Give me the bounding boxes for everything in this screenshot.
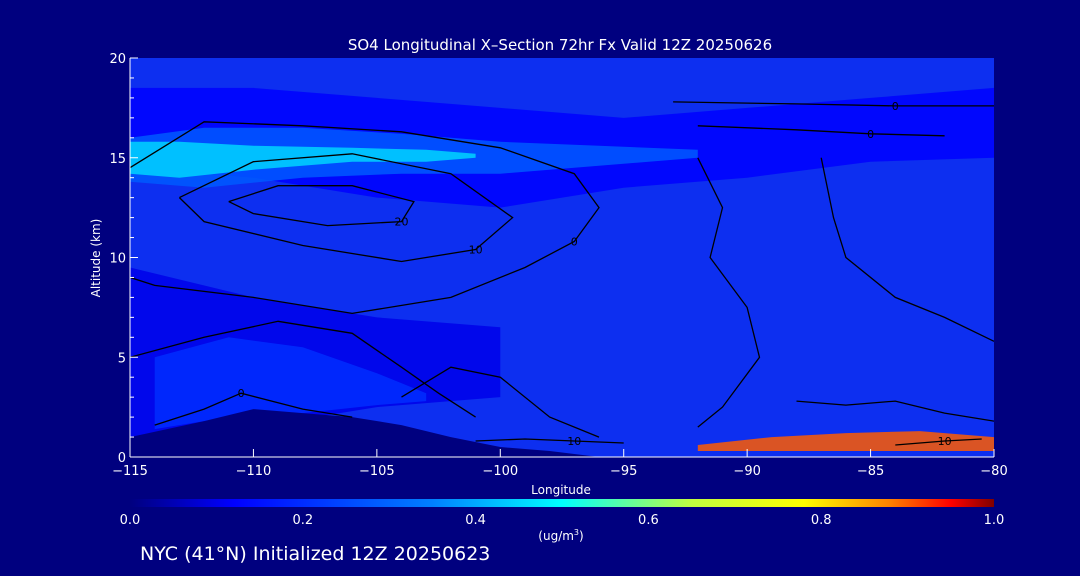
colorbar-tick-label-1: 0.2 [292,513,313,528]
concentration-band-2 [130,141,476,178]
contour-line-10 [475,438,624,444]
y-tick-label-1: 5 [118,351,126,366]
contour-label-3: 0 [892,100,899,113]
contour-lines: 20 10 0 0 0 0 10 10 [130,100,994,448]
contour-line-8 [154,392,353,426]
concentration-bands [130,87,994,457]
y-tick-label-3: 15 [109,152,126,167]
contour-line-11 [796,400,994,422]
colorbar-tick-label-5: 1.0 [984,513,1005,528]
y-tick-label-0: 0 [118,451,126,466]
x-tick-label-6: −85 [857,464,884,479]
colorbar-tick-label-4: 0.8 [811,513,832,528]
contour-label-8: 0 [238,387,245,400]
contour-line-0 [228,185,415,227]
x-axis-label: Longitude [531,483,591,497]
x-tick-label-2: −105 [359,464,395,479]
contour-label-12: 10 [938,435,952,448]
colorbar-tick-label-0: 0.0 [120,513,141,528]
x-tick-label-4: −95 [610,464,637,479]
colorbar-tick-label-3: 0.6 [638,513,659,528]
x-tick-label-7: −80 [980,464,1007,479]
contour-line-9 [401,366,600,438]
contour-line-4 [697,125,945,137]
contour-line-12 [895,438,982,446]
x-tick-label-3: −100 [482,464,518,479]
colorbar-tick-label-2: 0.4 [465,513,486,528]
concentration-band-4 [154,337,427,430]
station-init-label: NYC (41°N) Initialized 12Z 20250623 [140,543,491,565]
y-tick-label-4: 20 [109,52,126,67]
chart-title: SO4 Longitudinal X–Section 72hr Fx Valid… [347,36,773,54]
colorbar-unit-label: (ug/m3) [538,528,584,543]
x-tick-label-0: −115 [112,464,148,479]
terrain-mask [130,409,599,457]
contour-label-1: 10 [469,244,483,257]
contour-label-0: 20 [395,216,409,229]
contour-line-6 [697,157,761,428]
contour-line-7 [130,320,476,418]
y-axis-label: Altitude (km) [89,218,103,298]
contour-line-1 [178,153,514,263]
contour-label-10: 10 [567,435,581,448]
contour-line-3 [673,101,994,107]
concentration-band-5 [697,431,994,451]
contour-line-5 [820,157,994,342]
x-tick-label-5: −90 [733,464,760,479]
contour-label-4: 0 [867,128,874,141]
colorbar-ticks: 0.0 0.2 0.4 0.6 0.8 1.0 [120,513,1005,528]
x-tick-label-1: −110 [236,464,272,479]
y-tick-label-2: 10 [109,252,126,267]
contour-line-2 [130,121,600,315]
colorbar [130,499,994,507]
contour-label-2: 0 [571,236,578,249]
axes: −115 −110 −105 −100 −95 −90 −85 −80 0 5 10 15 20 [109,52,1007,479]
